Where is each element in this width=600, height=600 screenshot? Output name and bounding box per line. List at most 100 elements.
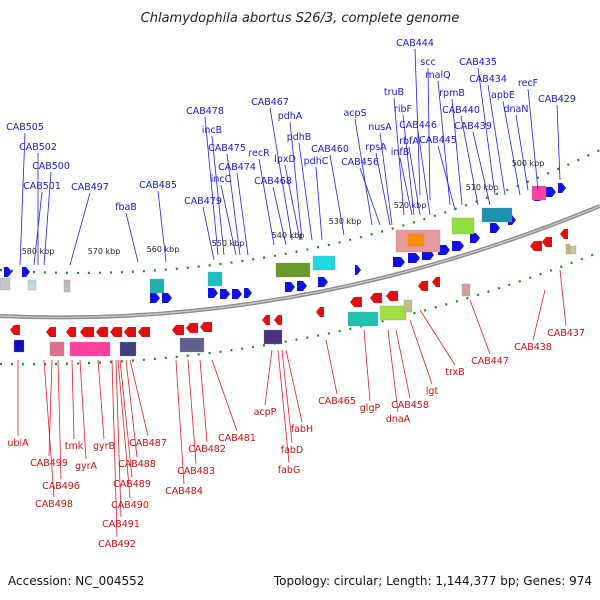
topology-summary: Topology: circular; Length: 1,144,377 bp… xyxy=(273,574,592,588)
reverse-leader-line xyxy=(532,289,546,341)
reverse-leader-line xyxy=(57,359,62,480)
forward-gene-label: recR xyxy=(248,148,270,159)
forward-gene-label: incB xyxy=(202,125,222,136)
forward-gene-label: rbfA xyxy=(399,136,419,147)
forward-gene-label: CAB444 xyxy=(396,38,434,49)
reverse-leader-line xyxy=(211,359,238,432)
forward-gene-arrow xyxy=(244,288,252,298)
reverse-leader-line xyxy=(119,359,133,478)
reverse-gene-arrow xyxy=(350,297,362,307)
forward-leader-line xyxy=(502,100,521,196)
forward-gene-arrow xyxy=(452,241,464,251)
forward-gene-label: CAB446 xyxy=(399,120,437,131)
forward-gene-label: infB xyxy=(391,147,410,158)
reverse-leader-line xyxy=(199,359,208,443)
reverse-gene-arrow xyxy=(172,325,184,335)
forward-gene-label: lpxD xyxy=(274,154,296,165)
reverse-leader-line xyxy=(125,359,138,458)
reverse-gene-label: CAB489 xyxy=(113,479,151,490)
forward-gene-label: CAB468 xyxy=(254,176,292,187)
forward-leader-line xyxy=(375,152,391,226)
forward-gene-label: pdhB xyxy=(287,132,312,143)
reverse-gene-block xyxy=(569,245,577,255)
forward-gene-label: CAB479 xyxy=(184,196,222,207)
forward-gene-arrow xyxy=(422,250,434,260)
forward-gene-label: CAB445 xyxy=(419,135,457,146)
forward-gene-arrow xyxy=(490,223,500,233)
reverse-gene-arrow xyxy=(96,327,108,337)
forward-gene-label: CAB485 xyxy=(139,180,177,191)
forward-gene-label: pdhA xyxy=(278,111,303,122)
reverse-gene-label: CAB483 xyxy=(177,466,215,477)
reverse-leader-line xyxy=(79,359,87,460)
reverse-leader-line xyxy=(419,309,456,366)
forward-gene-arrow xyxy=(318,277,328,287)
forward-leader-line xyxy=(236,172,249,256)
reverse-gene-label: tmk xyxy=(65,441,84,452)
reverse-gene-arrow xyxy=(432,277,440,287)
forward-leader-line xyxy=(477,67,496,196)
reverse-gene-arrow xyxy=(200,322,212,332)
reverse-gene-block xyxy=(461,283,471,297)
forward-gene-label: CAB497 xyxy=(71,182,109,193)
forward-gene-label: rpsA xyxy=(365,142,387,153)
forward-gene-arrow xyxy=(438,245,450,255)
reverse-gene-block xyxy=(379,305,407,321)
reverse-gene-label: CAB487 xyxy=(129,438,167,449)
reverse-gene-label: gyrB xyxy=(93,441,115,452)
reverse-gene-label: CAB496 xyxy=(42,481,80,492)
forward-leader-line xyxy=(451,98,463,206)
reverse-gene-arrow xyxy=(66,327,76,337)
reverse-leader-line xyxy=(97,359,105,440)
forward-gene-label: CAB460 xyxy=(311,144,349,155)
forward-gene-label: truB xyxy=(384,87,404,98)
forward-gene-block xyxy=(565,243,571,255)
forward-leader-line xyxy=(19,132,26,266)
reverse-leader-line xyxy=(559,269,567,327)
scale-label: 540 kbp xyxy=(272,231,305,240)
reverse-leader-line xyxy=(387,329,399,413)
forward-gene-arrow xyxy=(297,281,307,291)
forward-leader-line xyxy=(393,97,405,216)
reverse-gene-label: CAB447 xyxy=(471,356,509,367)
forward-leader-line xyxy=(33,191,43,266)
reverse-gene-label: lgt xyxy=(426,386,439,397)
reverse-leader-line xyxy=(325,339,338,395)
forward-gene-label: CAB456 xyxy=(341,157,379,168)
forward-gene-label: CAB474 xyxy=(218,162,256,173)
forward-gene-block xyxy=(407,233,425,247)
forward-gene-arrow xyxy=(546,187,556,197)
forward-leader-line xyxy=(417,130,431,216)
forward-leader-line xyxy=(289,121,303,241)
reverse-gene-block xyxy=(403,299,413,313)
reverse-leader-line xyxy=(187,359,197,465)
reverse-gene-arrow xyxy=(370,293,382,303)
forward-gene-label: CAB439 xyxy=(454,121,492,132)
reverse-gene-label: fabH xyxy=(291,424,313,435)
forward-leader-line xyxy=(359,167,381,226)
reverse-gene-block xyxy=(49,341,65,357)
forward-leader-line xyxy=(379,132,393,226)
forward-leader-line xyxy=(258,158,275,246)
forward-gene-label: recF xyxy=(518,78,538,89)
reverse-leader-line xyxy=(48,359,53,457)
reverse-gene-arrow xyxy=(10,325,20,335)
forward-gene-label: CAB434 xyxy=(469,74,507,85)
forward-leader-line xyxy=(556,104,561,181)
forward-leader-line xyxy=(272,186,287,246)
scale-label: 570 kbp xyxy=(88,247,121,256)
map-title: Chlamydophila abortus S26/3, complete ge… xyxy=(141,11,460,26)
forward-gene-label: rpmB xyxy=(439,88,465,99)
forward-gene-label: CAB478 xyxy=(186,106,224,117)
forward-gene-arrow xyxy=(150,293,160,303)
forward-gene-arrow xyxy=(470,233,480,243)
reverse-leader-line xyxy=(277,349,290,464)
forward-gene-label: incC xyxy=(211,174,232,185)
forward-gene-label: acpS xyxy=(343,108,366,119)
forward-gene-label: CAB467 xyxy=(251,97,289,108)
forward-gene-arrow xyxy=(4,267,12,277)
reverse-gene-label: CAB488 xyxy=(118,459,156,470)
reverse-gene-label: CAB481 xyxy=(218,433,256,444)
